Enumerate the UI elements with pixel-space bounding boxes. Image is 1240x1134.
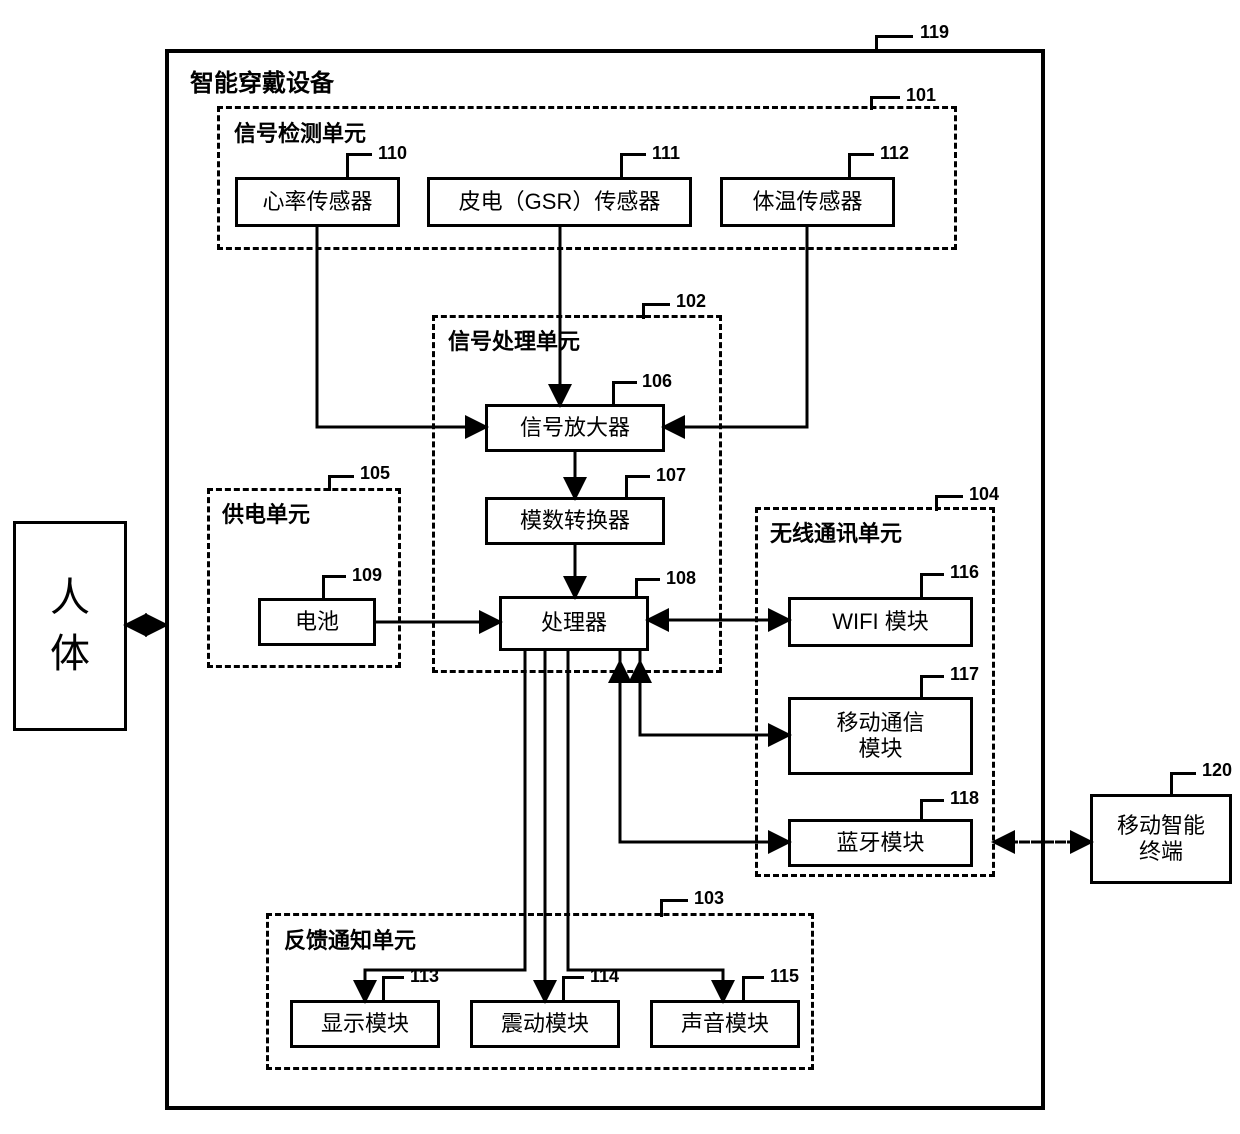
num-111: 111 (652, 143, 680, 164)
num-105: 105 (360, 463, 390, 484)
corner-106-v (612, 381, 615, 405)
corner-104-v (935, 495, 938, 511)
num-113: 113 (410, 966, 439, 987)
corner-105-h (328, 475, 354, 478)
corner-117-h (920, 675, 944, 678)
corner-120-h (1170, 772, 1196, 775)
corner-108-v (635, 578, 638, 598)
box-109: 电池 (258, 598, 376, 646)
num-109: 109 (352, 565, 382, 586)
num-110: 110 (378, 143, 407, 164)
num-119: 119 (920, 22, 949, 43)
num-103: 103 (694, 888, 724, 909)
corner-111-h (620, 153, 646, 156)
box-106: 信号放大器 (485, 404, 665, 452)
corner-114-v (562, 976, 565, 1002)
box-116: WIFI 模块 (788, 597, 973, 647)
num-118: 118 (950, 788, 979, 809)
human-body: 人 体 (13, 521, 127, 731)
corner-109-v (322, 575, 325, 599)
unit-102-title: 信号处理单元 (448, 324, 580, 356)
corner-116-h (920, 573, 944, 576)
unit-101-title: 信号检测单元 (234, 116, 366, 148)
num-106: 106 (642, 371, 672, 392)
corner-107-h (625, 475, 650, 478)
corner-102-v (642, 303, 645, 319)
unit-104-title: 无线通讯单元 (770, 516, 902, 548)
num-101: 101 (906, 85, 936, 106)
corner-105-v (328, 475, 331, 491)
num-116: 116 (950, 562, 979, 583)
corner-115-v (742, 976, 745, 1002)
num-107: 107 (656, 465, 686, 486)
corner-118-h (920, 799, 944, 802)
corner-110-v (346, 153, 349, 179)
corner-101-v (870, 96, 873, 110)
box-108: 处理器 (499, 596, 649, 651)
corner-119-v (875, 35, 878, 53)
corner-112-h (848, 153, 874, 156)
corner-118-v (920, 799, 923, 821)
mobile-terminal: 移动智能 终端 (1090, 794, 1232, 884)
box-107: 模数转换器 (485, 497, 665, 545)
corner-115-h (742, 976, 764, 979)
corner-120-v (1170, 772, 1173, 796)
unit-103-title: 反馈通知单元 (284, 923, 416, 955)
corner-113-h (382, 976, 404, 979)
corner-119-h (875, 35, 913, 38)
corner-111-v (620, 153, 623, 179)
corner-103-h (660, 899, 688, 902)
corner-108-h (635, 578, 660, 581)
corner-114-h (562, 976, 584, 979)
num-120: 120 (1202, 760, 1232, 781)
num-104: 104 (969, 484, 999, 505)
outer-device-title: 智能穿戴设备 (190, 63, 334, 98)
num-108: 108 (666, 568, 696, 589)
corner-116-v (920, 573, 923, 599)
unit-105-title: 供电单元 (222, 497, 310, 529)
corner-109-h (322, 575, 346, 578)
box-113: 显示模块 (290, 1000, 440, 1048)
box-118: 蓝牙模块 (788, 819, 973, 867)
num-102: 102 (676, 291, 706, 312)
corner-103-v (660, 899, 663, 917)
num-112: 112 (880, 143, 909, 164)
box-111: 皮电（GSR）传感器 (427, 177, 692, 227)
box-110: 心率传感器 (235, 177, 400, 227)
box-114: 震动模块 (470, 1000, 620, 1048)
num-115: 115 (770, 966, 799, 987)
box-115: 声音模块 (650, 1000, 800, 1048)
num-114: 114 (590, 966, 619, 987)
diagram-canvas: 智能穿戴设备 119 信号检测单元 101 心率传感器 110 皮电（GSR）传… (0, 0, 1240, 1134)
corner-112-v (848, 153, 851, 179)
corner-101-h (870, 96, 900, 99)
num-117: 117 (950, 664, 979, 685)
corner-110-h (346, 153, 372, 156)
box-112: 体温传感器 (720, 177, 895, 227)
box-117: 移动通信 模块 (788, 697, 973, 775)
corner-113-v (382, 976, 385, 1002)
corner-106-h (612, 381, 637, 384)
corner-102-h (642, 303, 670, 306)
corner-117-v (920, 675, 923, 699)
corner-104-h (935, 495, 963, 498)
corner-107-v (625, 475, 628, 499)
